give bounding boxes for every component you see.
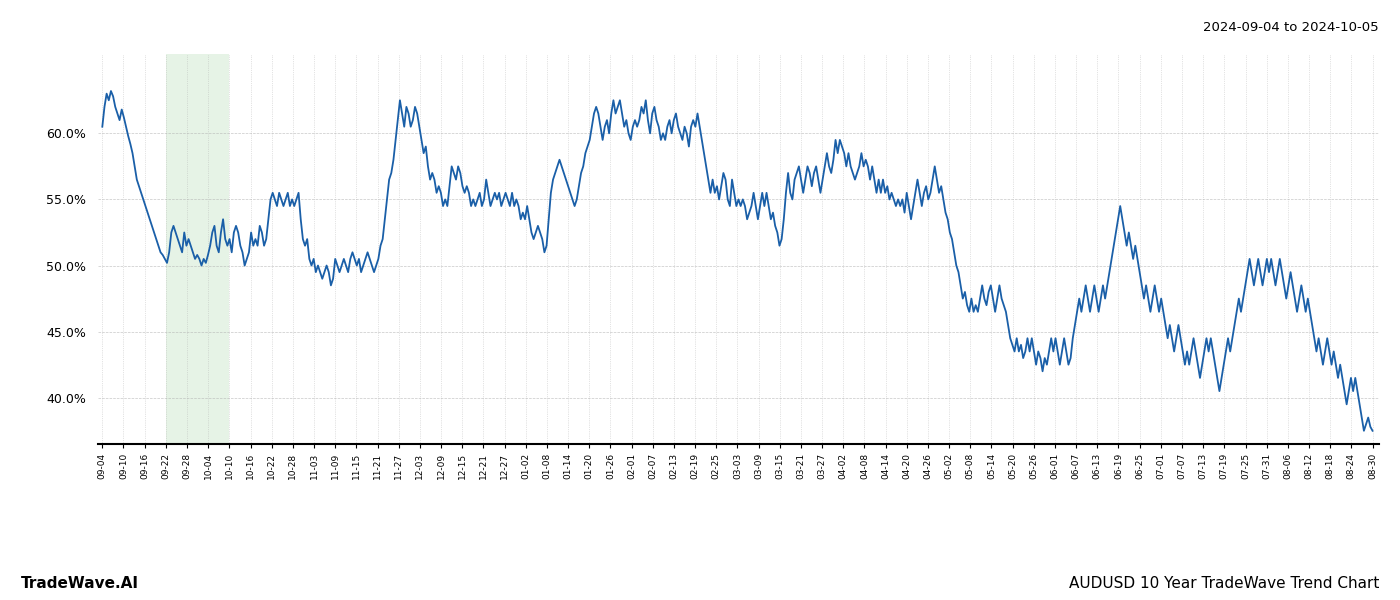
Bar [165,54,230,444]
Text: AUDUSD 10 Year TradeWave Trend Chart: AUDUSD 10 Year TradeWave Trend Chart [1068,576,1379,591]
Text: TradeWave.AI: TradeWave.AI [21,576,139,591]
Text: 2024-09-04 to 2024-10-05: 2024-09-04 to 2024-10-05 [1204,21,1379,34]
